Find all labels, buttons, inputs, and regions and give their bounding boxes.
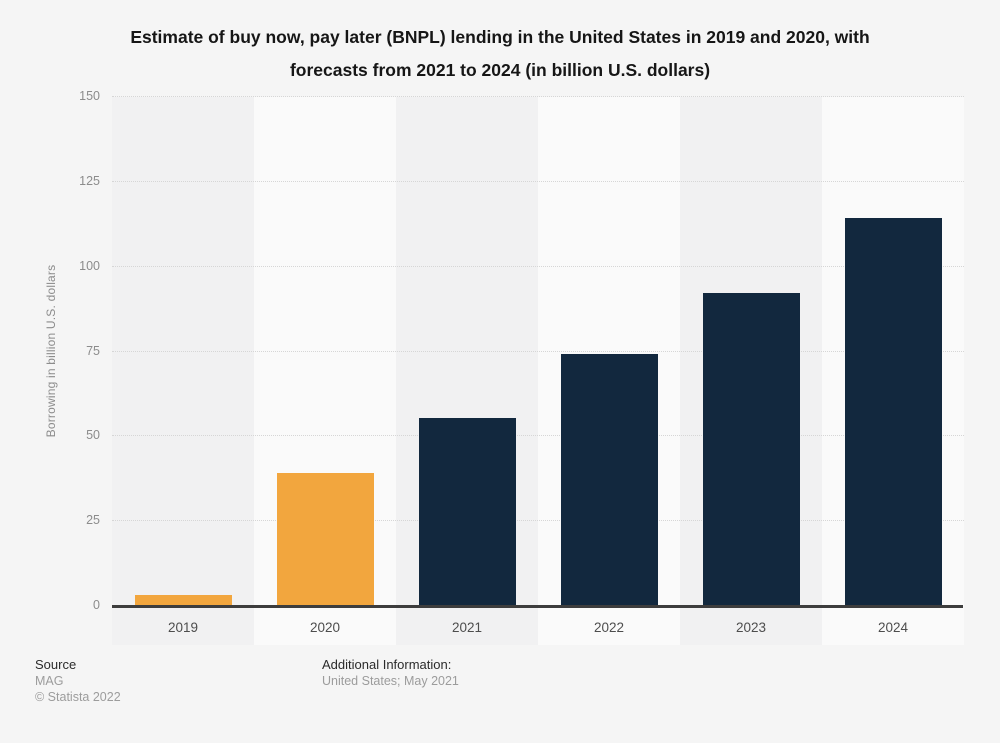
- column-stripe-2019: [112, 97, 254, 645]
- bar-2020[interactable]: [276, 472, 374, 605]
- bar-2019[interactable]: [134, 594, 232, 605]
- x-label-2023: 2023: [735, 620, 767, 635]
- gridline-125: [112, 180, 964, 182]
- x-label-2022: 2022: [593, 620, 625, 635]
- additional-info-value: United States; May 2021: [322, 674, 459, 688]
- x-label-2020: 2020: [309, 620, 341, 635]
- additional-info-block: Additional Information: United States; M…: [322, 657, 459, 689]
- y-tick-0: 0: [93, 598, 100, 612]
- source-block: Source MAG © Statista 2022: [35, 657, 121, 705]
- gridline-50: [112, 435, 964, 437]
- copyright-notice: © Statista 2022: [35, 690, 121, 704]
- x-axis-line: [112, 605, 963, 608]
- x-label-2019: 2019: [167, 620, 199, 635]
- bar-2023[interactable]: [702, 292, 800, 605]
- x-label-2024: 2024: [877, 620, 909, 635]
- gridline-75: [112, 350, 964, 352]
- gridline-150: [112, 96, 964, 97]
- chart-title: Estimate of buy now, pay later (BNPL) le…: [130, 27, 870, 80]
- y-tick-75: 75: [86, 343, 100, 358]
- y-tick-50: 50: [86, 428, 100, 443]
- y-tick-25: 25: [86, 513, 100, 528]
- y-tick-100: 100: [79, 258, 100, 273]
- additional-info-label: Additional Information:: [322, 657, 452, 672]
- gridline-100: [112, 265, 964, 267]
- bar-2022[interactable]: [560, 353, 658, 605]
- x-label-2021: 2021: [451, 620, 483, 635]
- source-value: MAG: [35, 674, 64, 688]
- bar-2021[interactable]: [418, 418, 516, 605]
- source-label: Source: [35, 657, 77, 672]
- y-tick-125: 125: [79, 173, 100, 188]
- gridline-25: [112, 520, 964, 522]
- y-tick-150: 150: [79, 89, 100, 103]
- bar-2024[interactable]: [844, 218, 942, 605]
